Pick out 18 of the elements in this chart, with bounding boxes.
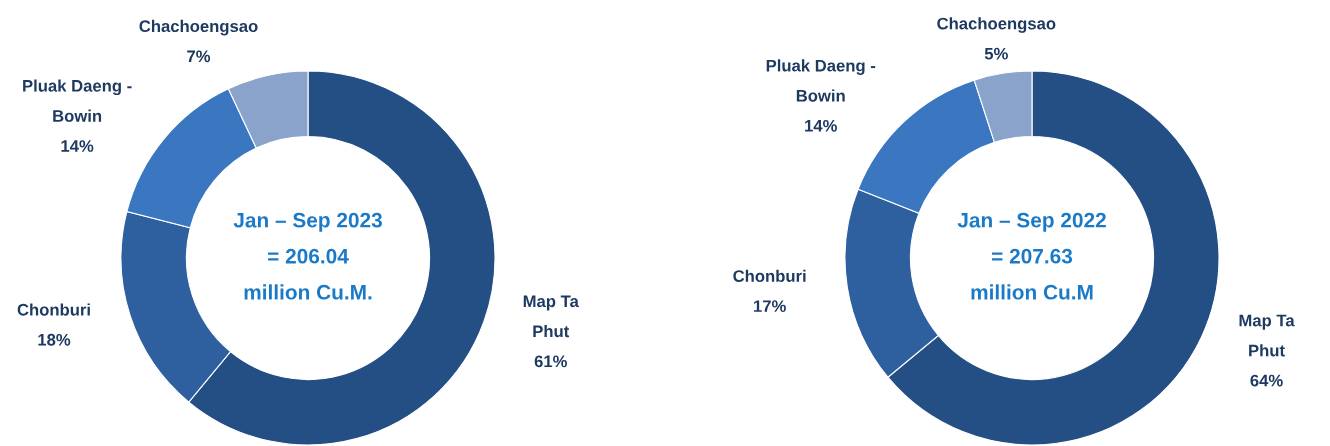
text: Jan – Sep 2022 = 207.63 million Cu.M	[957, 212, 1106, 300]
slice-label: Map Ta Phut	[1239, 314, 1295, 357]
data-label: 14%	[61, 140, 94, 152]
text: Jan – Sep 2023 = 206.04 million Cu.M.	[233, 212, 382, 300]
slice-label: Chonburi	[17, 303, 90, 316]
data-label: 61%	[534, 355, 567, 368]
data-label: 17%	[754, 300, 786, 312]
slice-label: Chachoengsao	[937, 17, 1056, 33]
data-label: 18%	[38, 333, 71, 346]
slice-label: Chonburi	[733, 269, 806, 282]
slice-label: Pluak Daeng - Bowin	[23, 79, 132, 122]
data-label: 14%	[805, 119, 837, 132]
slice-label: Chachoengsao	[139, 19, 258, 36]
slice-label: Map Ta Phut	[523, 295, 579, 338]
data-label: 7%	[187, 50, 211, 63]
data-label: 5%	[984, 47, 1008, 60]
data-label: 64%	[1250, 374, 1283, 387]
slice-label: Pluak Daeng - Bowin	[766, 59, 876, 102]
